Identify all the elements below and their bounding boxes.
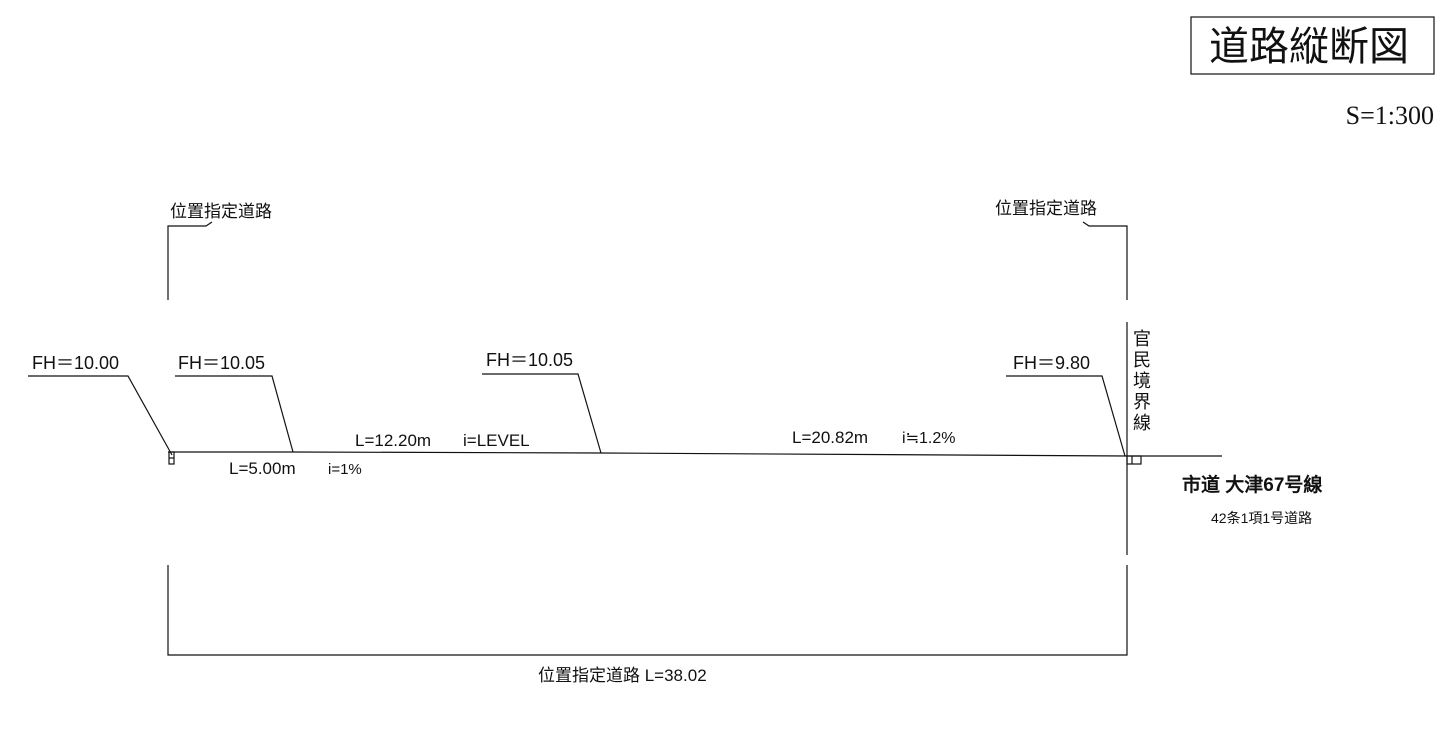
fh-3-leader — [482, 373, 602, 454]
fh-2-label: FH＝10.05 — [178, 353, 265, 373]
seg-2-grade: i=LEVEL — [463, 431, 530, 450]
seg-3-grade: i≒1.2% — [902, 430, 955, 447]
city-road-sub-label: 42条1項1号道路 — [1211, 510, 1312, 526]
fh-start-leader — [28, 375, 173, 456]
seg-1-length: L=5.00m — [229, 459, 296, 478]
end-marker — [1126, 455, 1142, 465]
fh-start-label: FH＝10.00 — [32, 353, 119, 373]
fh-2-leader — [175, 375, 294, 453]
fh-end-label: FH＝9.80 — [1013, 353, 1090, 373]
seg-3-length: L=20.82m — [792, 428, 868, 447]
profile-line — [168, 451, 1222, 457]
title-box — [1190, 16, 1435, 75]
fh-end-leader — [1006, 375, 1126, 457]
boundary-label: 官 民 境 界 線 — [1133, 329, 1156, 433]
city-road-label: 市道 大津67号線 — [1182, 473, 1322, 496]
right-road-marker — [1082, 221, 1128, 300]
total-length-bracket — [167, 565, 1128, 656]
scale-label: S=1:300 — [1346, 101, 1434, 130]
left-road-label: 位置指定道路 — [170, 202, 272, 221]
seg-2-length: L=12.20m — [355, 431, 431, 450]
drawing-title: 道路縦断図 — [1209, 24, 1409, 69]
total-length-label: 位置指定道路 L=38.02 — [538, 666, 707, 685]
right-road-label: 位置指定道路 — [995, 199, 1097, 218]
fh-3-label: FH＝10.05 — [486, 350, 573, 370]
seg-1-grade: i=1% — [328, 461, 362, 478]
left-road-marker — [167, 221, 213, 300]
